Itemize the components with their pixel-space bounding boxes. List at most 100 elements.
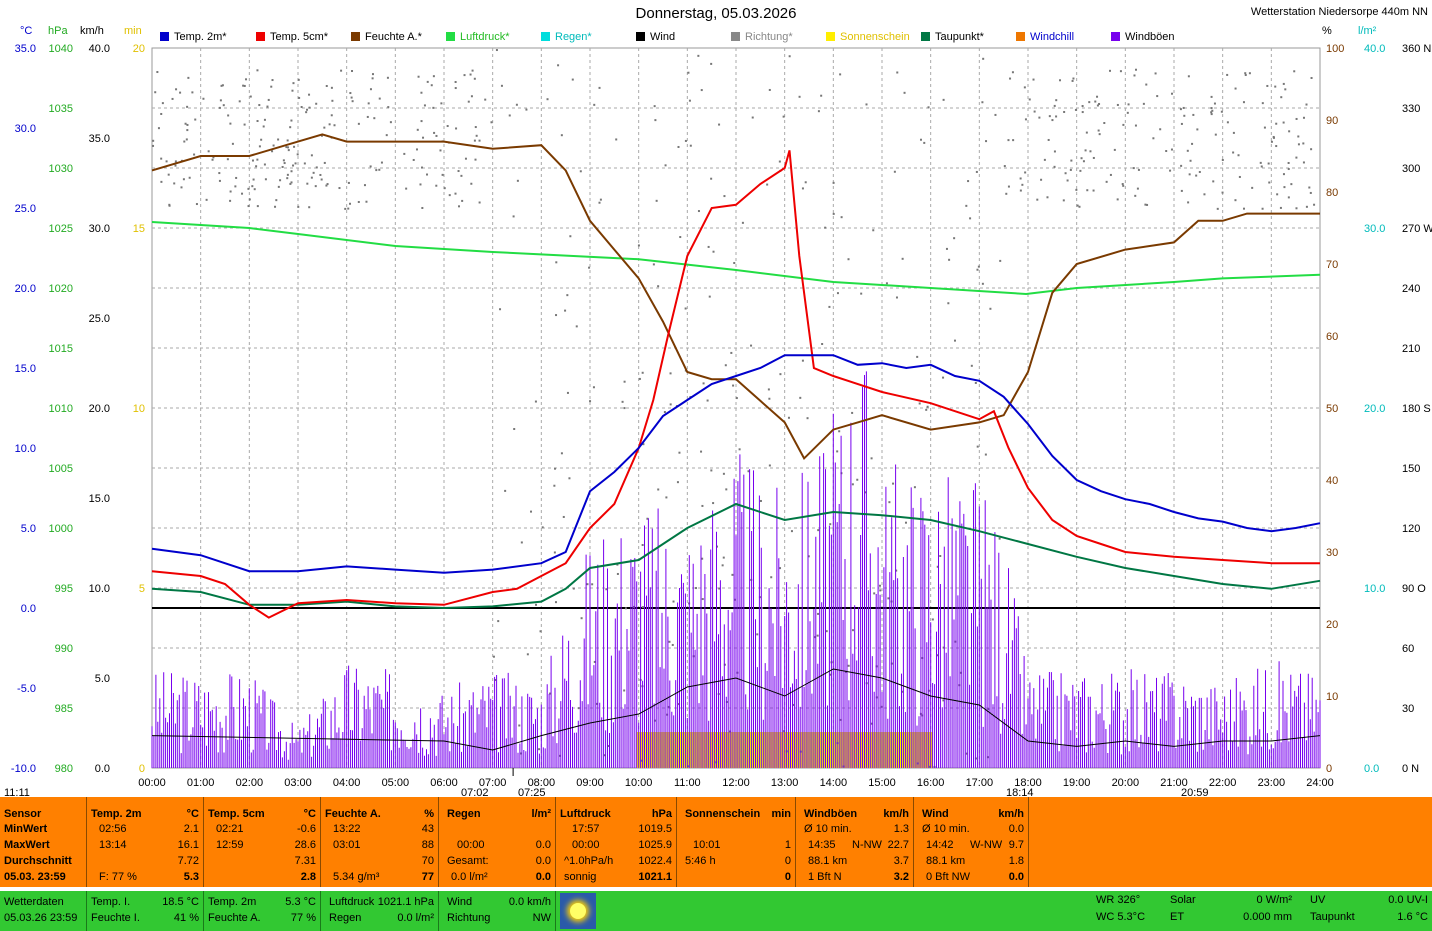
direction-dot [412, 158, 415, 161]
tick-label-x: 15:00 [868, 777, 896, 789]
unit-percent: % [1322, 25, 1332, 37]
direction-dot [312, 171, 315, 174]
direction-dot [161, 102, 164, 105]
legend-item[interactable]: Windchill [1016, 31, 1074, 43]
direction-dot [895, 569, 898, 572]
direction-dot [1232, 131, 1235, 134]
direction-dot [347, 207, 350, 210]
direction-dot [373, 117, 376, 120]
direction-dot [903, 91, 906, 94]
series-luftdruck [151, 221, 1321, 296]
direction-dot [226, 158, 229, 161]
tick-label-x: 17:00 [966, 777, 994, 789]
direction-dot [1053, 150, 1056, 153]
direction-dot [839, 73, 842, 76]
tick-label-direction: 90 O [1402, 583, 1426, 595]
direction-dot [637, 244, 640, 247]
direction-dot [1098, 133, 1101, 136]
direction-dot [187, 76, 190, 79]
direction-dot [911, 607, 914, 610]
direction-dot [426, 173, 429, 176]
direction-dot [710, 469, 713, 472]
direction-dot [349, 92, 352, 95]
direction-dot [539, 630, 542, 633]
direction-dot [508, 114, 511, 117]
direction-dot [308, 106, 311, 109]
direction-dot [1116, 103, 1119, 106]
direction-dot [1275, 145, 1278, 148]
legend-label: Sonnenschein [840, 31, 910, 43]
tick-label-wind: 20.0 [89, 403, 110, 415]
direction-dot [323, 126, 326, 129]
direction-dot [369, 165, 372, 168]
direction-dot [289, 182, 292, 185]
direction-dot [1274, 85, 1277, 88]
direction-dot [668, 640, 671, 643]
legend-item[interactable]: Wind [636, 31, 675, 43]
direction-dot [1310, 76, 1313, 79]
direction-dot [286, 139, 289, 142]
direction-dot [942, 699, 945, 702]
direction-dot [538, 748, 541, 751]
unit-min: min [124, 25, 142, 37]
direction-dot [586, 583, 589, 586]
direction-dot [817, 110, 820, 113]
direction-dot [185, 138, 188, 141]
direction-dot [351, 70, 354, 73]
legend-item[interactable]: Temp. 2m* [160, 31, 227, 43]
direction-dot [290, 181, 293, 184]
direction-dot [473, 77, 476, 80]
direction-dot [350, 96, 353, 99]
direction-dot [443, 187, 446, 190]
legend-item[interactable]: Richtung* [731, 31, 793, 43]
direction-dot [454, 81, 457, 84]
direction-dot [1267, 162, 1270, 165]
legend-item[interactable]: Sonnenschein [826, 31, 910, 43]
legend-item[interactable]: Feuchte A.* [351, 31, 422, 43]
tick-label-wind: 10.0 [89, 583, 110, 595]
direction-dot [1214, 133, 1217, 136]
direction-dot [847, 664, 850, 667]
tick-label-humidity: 30 [1326, 547, 1338, 559]
direction-dot [229, 190, 232, 193]
direction-dot [878, 584, 881, 587]
legend-swatch [921, 32, 930, 41]
direction-dot [779, 567, 782, 570]
tick-label-x: 00:00 [138, 777, 166, 789]
direction-dot [976, 268, 979, 271]
direction-dot [1097, 129, 1100, 132]
direction-dot [1211, 109, 1214, 112]
direction-dots [152, 49, 1316, 768]
direction-dot [530, 510, 533, 513]
direction-dot [222, 104, 225, 107]
legend-item[interactable]: Luftdruck* [446, 31, 510, 43]
direction-dot [1187, 75, 1190, 78]
direction-dot [256, 120, 259, 123]
direction-dot [330, 114, 333, 117]
direction-dot [1071, 79, 1074, 82]
direction-dot [1187, 201, 1190, 204]
direction-dot [154, 91, 157, 94]
direction-dot [184, 122, 187, 125]
legend-item[interactable]: Windböen [1111, 31, 1175, 43]
legend-label: Regen* [555, 31, 592, 43]
tick-label-pressure: 1010 [49, 403, 73, 415]
legend-item[interactable]: Regen* [541, 31, 592, 43]
direction-dot [987, 756, 990, 759]
legend-item[interactable]: Temp. 5cm* [256, 31, 328, 43]
direction-dot [768, 397, 771, 400]
direction-dot [1283, 186, 1286, 189]
direction-dot [700, 450, 703, 453]
direction-dot [1203, 193, 1206, 196]
unit-celsius: °C [20, 25, 33, 37]
sunrise-marker: 07:02 [461, 787, 489, 799]
direction-dot [652, 263, 655, 266]
direction-dot [439, 149, 442, 152]
direction-dot [725, 488, 728, 491]
weather-chart: 35.0 30.0 25.0 20.0 15.0 10.0 5.0 0.0 -5.0 -10.0 1… [11, 43, 1432, 789]
direction-dot [290, 170, 293, 173]
tick-label-x: 10:00 [625, 777, 653, 789]
direction-dot [247, 187, 250, 190]
status-weatherdata: Wetterdaten 05.03.26 23:59 [0, 891, 87, 931]
legend-item[interactable]: Taupunkt* [921, 31, 984, 43]
